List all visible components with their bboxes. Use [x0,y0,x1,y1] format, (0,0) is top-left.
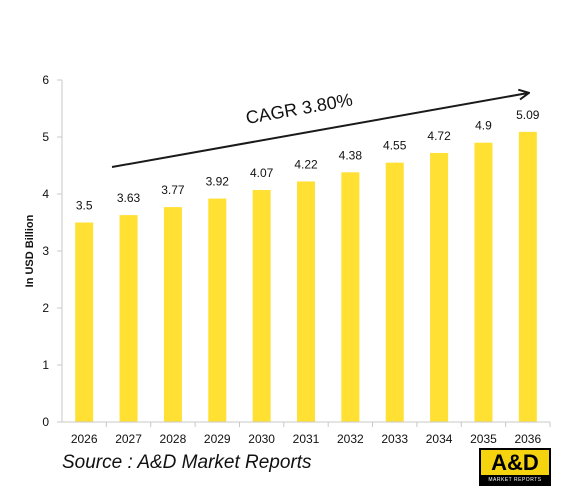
data-label-2036: 5.09 [516,108,540,122]
logo-text: A&D [481,450,549,475]
cagr-annotation: CAGR 3.80% [244,89,354,127]
data-label-2032: 4.38 [339,148,363,162]
x-tick-label-2029: 2029 [204,432,231,446]
data-label-2028: 3.77 [161,183,185,197]
cagr-arrow [111,93,528,168]
data-label-2031: 4.22 [294,157,318,171]
bars [75,131,537,422]
bar-2028 [163,207,182,422]
data-label-2033: 4.55 [383,139,407,153]
bar-2034 [430,152,449,422]
bar-2031 [297,181,315,422]
data-label-2027: 3.63 [117,191,141,205]
bar-2027 [119,215,138,422]
company-logo: A&D MARKET REPORTS [479,448,551,486]
y-tick-label: 5 [42,130,49,144]
data-label-2029: 3.92 [206,175,230,189]
y-axis-label: In USD Billion [24,214,36,287]
x-tick-label-2032: 2032 [337,432,364,446]
bar-2036 [518,131,537,422]
y-tick-label: 3 [42,244,49,258]
x-tick-label-2030: 2030 [248,432,275,446]
bar-chart: 0 1 2 3 4 5 6 3.5 3.63 3.77 3.92 4.07 4.22 4.38 4.55 4… [24,73,551,446]
x-tick-label-2027: 2027 [115,432,142,446]
data-label-2035: 4.9 [475,119,492,133]
y-tick-label: 4 [42,187,49,201]
y-tick-label: 6 [42,73,49,87]
source-note: Source : A&D Market Reports [62,452,312,473]
x-tick-label-2034: 2034 [426,432,453,446]
bar-2035 [474,142,493,422]
x-tick-label-2028: 2028 [160,432,187,446]
bar-2033 [385,162,404,422]
x-tick-label-2031: 2031 [293,432,320,446]
y-tick-label: 0 [42,415,49,429]
y-axis: 0 1 2 3 4 5 6 [42,73,63,429]
y-tick-label: 1 [42,358,49,372]
bar-2030 [252,190,271,422]
data-label-2030: 4.07 [250,166,274,180]
x-tick-label-2033: 2033 [381,432,408,446]
x-tick-label-2036: 2036 [514,432,541,446]
bar-2026 [75,222,94,422]
x-tick-label-2035: 2035 [470,432,497,446]
data-label-2034: 4.72 [427,129,451,143]
bar-2029 [208,198,227,422]
value-labels: 3.5 3.63 3.77 3.92 4.07 4.22 4.38 4.55 4.72 4.9 5.… [76,108,540,213]
data-label-2026: 3.5 [76,199,93,213]
y-tick-label: 2 [42,301,49,315]
logo-subtext: MARKET REPORTS [488,477,542,483]
x-tick-label-2026: 2026 [71,432,98,446]
bar-2032 [341,172,360,422]
x-axis: 2026 2027 2028 2029 2030 2031 2032 2033 2034 2035… [62,421,551,446]
